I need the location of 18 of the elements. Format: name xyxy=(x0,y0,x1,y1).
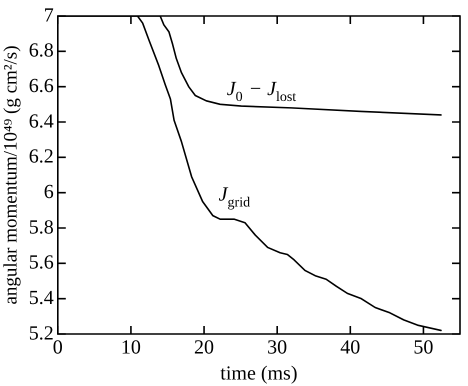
y-tick-label: 6 xyxy=(44,180,54,203)
x-tick-label: 30 xyxy=(267,336,288,358)
x-tick-label: 40 xyxy=(340,336,360,358)
y-tick-label: 5.2 xyxy=(28,322,54,344)
x-tick-label: 10 xyxy=(120,336,141,358)
x-tick-label: 0 xyxy=(52,336,63,358)
x-axis-title: time (ms) xyxy=(220,362,298,384)
y-tick-label: 6.4 xyxy=(28,110,54,132)
y-axis-title: angular momentum/10⁴⁹ (g cm²/s) xyxy=(0,45,22,305)
y-tick-label: 7 xyxy=(44,4,54,26)
y-tick-label: 5.4 xyxy=(28,286,54,309)
y-tick-label: 6.2 xyxy=(28,146,54,168)
y-tick-label: 6.8 xyxy=(28,40,54,62)
y-tick-label: 5.8 xyxy=(28,216,54,238)
x-tick-label: 20 xyxy=(194,336,214,358)
x-tick-label: 50 xyxy=(413,336,434,358)
y-tick-label: 5.6 xyxy=(28,252,54,274)
y-tick-label: 6.6 xyxy=(28,74,54,97)
